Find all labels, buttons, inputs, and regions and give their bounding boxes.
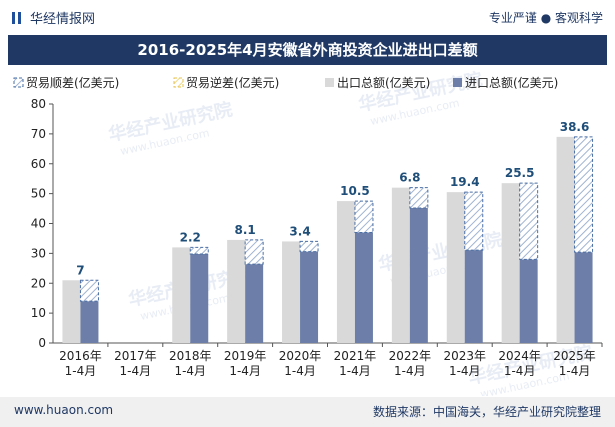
brand-logo-icon [10, 11, 24, 25]
footer-source: 数据来源：中国海关，华经产业研究院整理 [372, 405, 601, 419]
legend-import-swatch [453, 78, 462, 87]
surplus-data-label: 19.4 [450, 175, 480, 189]
x-tick-label: 1-4月 [394, 364, 426, 378]
x-tick-label: 2021年 [334, 349, 377, 363]
export-bar [336, 201, 355, 343]
surplus-bar [464, 191, 484, 251]
surplus-bar [574, 136, 594, 253]
x-tick-label: 1-4月 [120, 364, 152, 378]
surplus-bar [244, 239, 264, 265]
x-tick-label: 2018年 [169, 349, 212, 363]
export-bar [446, 192, 465, 343]
y-tick-label: 0 [38, 336, 46, 350]
brand-name: 华经情报网 [30, 12, 96, 27]
x-tick-label: 1-4月 [559, 364, 591, 378]
footer: www.huaon.com 数据来源：中国海关，华经产业研究院整理 [0, 397, 615, 427]
export-bar [62, 280, 81, 343]
surplus-data-label: 25.5 [505, 166, 535, 180]
surplus-data-label: 2.2 [180, 230, 201, 244]
export-bar [282, 241, 301, 343]
y-tick-label: 70 [31, 127, 46, 141]
export-bar [172, 247, 191, 343]
surplus-data-label: 38.6 [560, 120, 590, 134]
slogan-tags: 专业严谨 ● 客观科学 [488, 11, 603, 25]
surplus-bar [189, 246, 209, 255]
x-tick-label: 2024年 [498, 349, 541, 363]
legend-export-label: 出口总额(亿美元) [337, 75, 430, 90]
legend-surplus-label: 贸易顺差(亿美元) [26, 75, 119, 90]
brand[interactable]: 华经情报网 [10, 8, 95, 27]
import-bar [190, 253, 209, 343]
surplus-data-label: 3.4 [289, 224, 310, 238]
x-tick-label: 2019年 [224, 349, 267, 363]
x-tick-label: 1-4月 [229, 364, 261, 378]
surplus-data-label: 7 [76, 263, 84, 277]
import-bar [409, 207, 428, 343]
legend-deficit-swatch [173, 77, 184, 88]
x-tick-label: 1-4月 [449, 364, 481, 378]
import-bar [354, 232, 373, 343]
x-tick-label: 1-4月 [65, 364, 97, 378]
x-tick-label: 2020年 [279, 349, 322, 363]
y-tick-label: 80 [31, 97, 46, 111]
surplus-bar [409, 187, 429, 209]
x-tick-label: 1-4月 [339, 364, 371, 378]
legend-import-label: 进口总额(亿美元) [465, 75, 558, 90]
import-bar [464, 250, 483, 343]
x-tick-label: 2016年 [59, 349, 102, 363]
y-tick-label: 30 [31, 246, 46, 260]
import-bar [574, 252, 593, 343]
legend-deficit-label: 贸易逆差(亿美元) [186, 75, 279, 90]
chart-title: 2016-2025年4月安徽省外商投资企业进出口差额 [8, 35, 607, 65]
y-tick-label: 40 [31, 217, 46, 231]
y-tick-label: 20 [31, 276, 46, 290]
export-bar [227, 239, 246, 343]
x-tick-label: 1-4月 [174, 364, 206, 378]
export-bar [556, 136, 575, 343]
x-tick-label: 1-4月 [284, 364, 316, 378]
surplus-bar [299, 240, 319, 253]
x-tick-label: 2022年 [389, 349, 432, 363]
y-tick-label: 10 [31, 306, 46, 320]
export-bar [391, 187, 410, 343]
x-tick-label: 2023年 [443, 349, 486, 363]
x-tick-label: 2025年 [553, 349, 596, 363]
x-tick-label: 2017年 [114, 349, 157, 363]
import-bar [300, 251, 319, 343]
import-bar [245, 264, 264, 343]
surplus-data-label: 8.1 [235, 223, 256, 237]
top-bar: 华经情报网 专业严谨 ● 客观科学 [0, 0, 615, 34]
y-tick-label: 50 [31, 187, 46, 201]
bar-chart: 华经产业研究院www.huaon.com华经产业研究院www.huaon.com… [13, 68, 603, 396]
surplus-data-label: 10.5 [340, 184, 370, 198]
x-tick-label: 1-4月 [504, 364, 536, 378]
surplus-bar [519, 182, 539, 260]
surplus-bar [354, 200, 374, 233]
import-bar [80, 301, 99, 343]
footer-website-link[interactable]: www.huaon.com [14, 403, 114, 417]
import-bar [519, 259, 538, 343]
y-tick-label: 60 [31, 157, 46, 171]
export-bar [501, 183, 520, 343]
legend-export-swatch [325, 78, 334, 87]
surplus-data-label: 6.8 [399, 171, 420, 185]
legend-surplus-swatch [13, 77, 24, 88]
surplus-bar [79, 279, 99, 302]
